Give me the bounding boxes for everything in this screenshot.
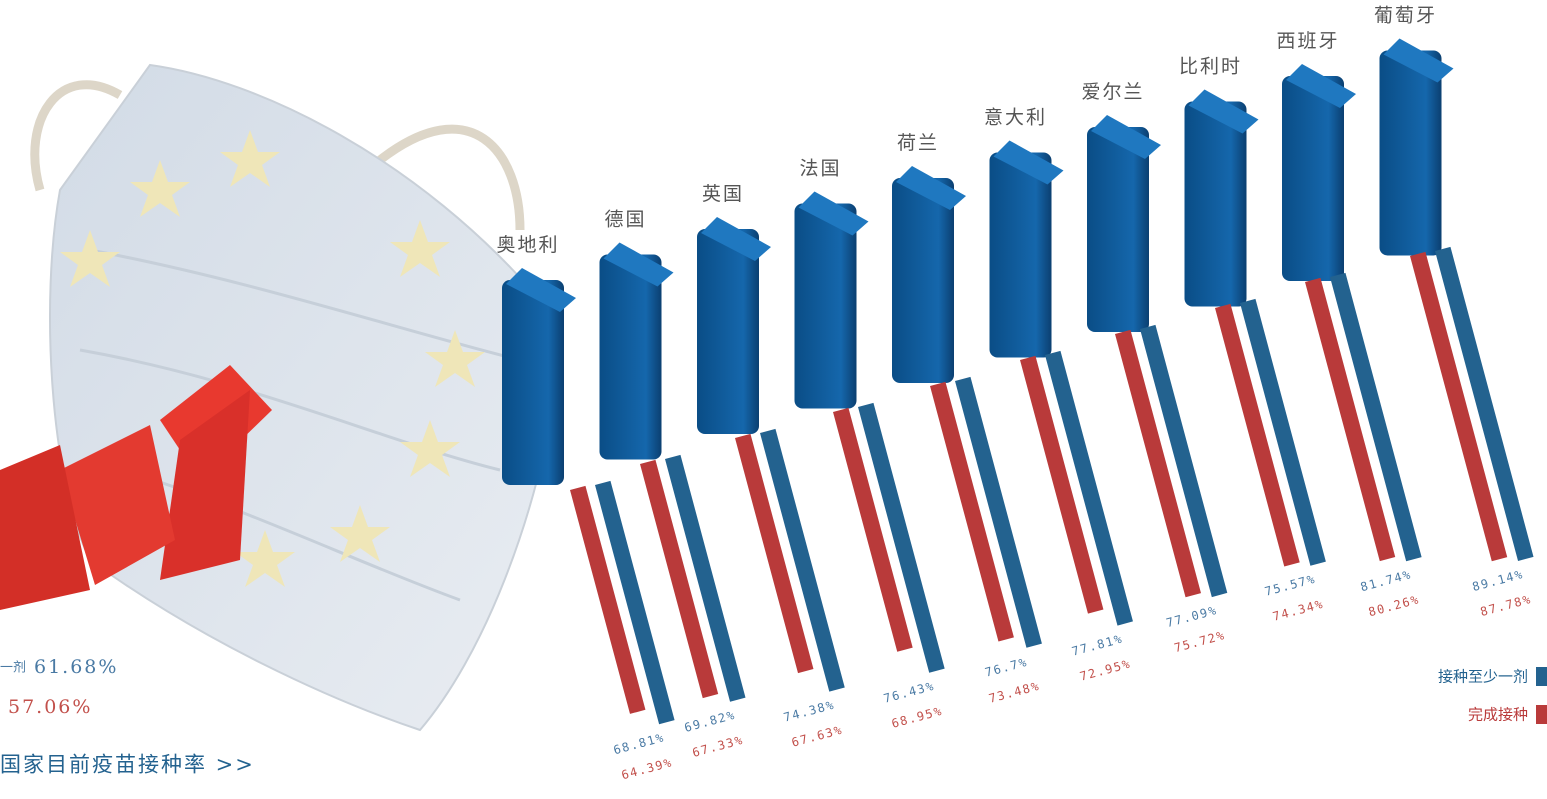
category-label: 意大利 [984, 107, 1047, 129]
value-label: 80.26% [1367, 592, 1421, 619]
block [599, 254, 662, 460]
value-label: 68.95% [890, 704, 944, 731]
block-top [1383, 38, 1454, 83]
block [697, 229, 759, 434]
block [1282, 76, 1344, 281]
bar [665, 454, 746, 702]
category-label: 奥地利 [496, 234, 559, 256]
value-label: 69.82% [683, 708, 737, 735]
category-label: 葡萄牙 [1374, 5, 1437, 27]
block-top [701, 217, 771, 261]
stat-value: 61.68% [34, 656, 118, 678]
block [1379, 50, 1442, 256]
stat-label: 一剂 [0, 661, 26, 676]
category-label: 荷兰 [897, 132, 939, 154]
value-label: 87.78% [1479, 592, 1533, 619]
bar [1045, 350, 1133, 626]
red-blocks [0, 365, 272, 610]
bar [1140, 324, 1228, 598]
category-label: 爱尔兰 [1081, 81, 1144, 103]
value-label: 74.38% [782, 698, 836, 725]
block [892, 178, 954, 383]
block-top [1188, 89, 1259, 134]
value-label: 67.33% [691, 733, 745, 760]
bar [760, 428, 845, 692]
stat-value: 57.06% [8, 696, 92, 718]
bar [1330, 272, 1422, 562]
value-label: 77.09% [1165, 603, 1219, 630]
category-label: 西班牙 [1276, 30, 1339, 52]
value-label: 68.81% [612, 730, 666, 757]
block-top [603, 242, 674, 287]
block-top [896, 166, 966, 210]
value-label: 76.43% [882, 679, 936, 706]
value-label: 77.81% [1070, 632, 1124, 659]
bar [1215, 303, 1300, 567]
legend-label: 接种至少一剂 [1438, 668, 1528, 686]
bar [1435, 246, 1534, 561]
bar [930, 381, 1014, 642]
bar [1020, 355, 1104, 614]
bar [833, 407, 913, 652]
bar [1305, 277, 1396, 562]
bar [1240, 298, 1326, 566]
mask-illustration [30, 63, 562, 732]
value-label: 64.39% [620, 755, 674, 782]
value-label: 89.14% [1471, 567, 1525, 594]
value-label: 73.48% [987, 679, 1041, 706]
value-label: 75.72% [1173, 628, 1227, 655]
legend-label: 完成接种 [1468, 706, 1528, 724]
bar [570, 485, 646, 714]
bar [1410, 251, 1508, 562]
block-top [1091, 115, 1161, 159]
category-label: 比利时 [1179, 56, 1242, 78]
value-label: 76.7% [983, 655, 1029, 680]
block-top [993, 140, 1064, 185]
category-label: 德国 [604, 209, 646, 231]
block [502, 280, 564, 485]
bar [858, 402, 945, 673]
block [1184, 101, 1247, 307]
block-top [1286, 64, 1356, 108]
bar [640, 459, 719, 699]
bar [955, 376, 1042, 648]
block-top [798, 191, 869, 236]
legend-swatch [1536, 667, 1547, 686]
value-label: 74.34% [1271, 597, 1325, 624]
block-top [506, 268, 576, 312]
bar [595, 480, 675, 725]
block [1087, 127, 1149, 332]
bar [1115, 329, 1202, 598]
value-label: 67.63% [790, 723, 844, 750]
link[interactable]: 国家目前疫苗接种率 >> [0, 753, 255, 777]
legend-swatch [1536, 705, 1547, 724]
category-label: 英国 [702, 183, 744, 205]
category-label: 法国 [799, 158, 841, 180]
bar [735, 433, 814, 674]
value-label: 75.57% [1263, 572, 1317, 599]
value-label: 81.74% [1359, 567, 1413, 594]
block [989, 152, 1052, 358]
value-label: 72.95% [1078, 657, 1132, 684]
block [794, 203, 857, 409]
